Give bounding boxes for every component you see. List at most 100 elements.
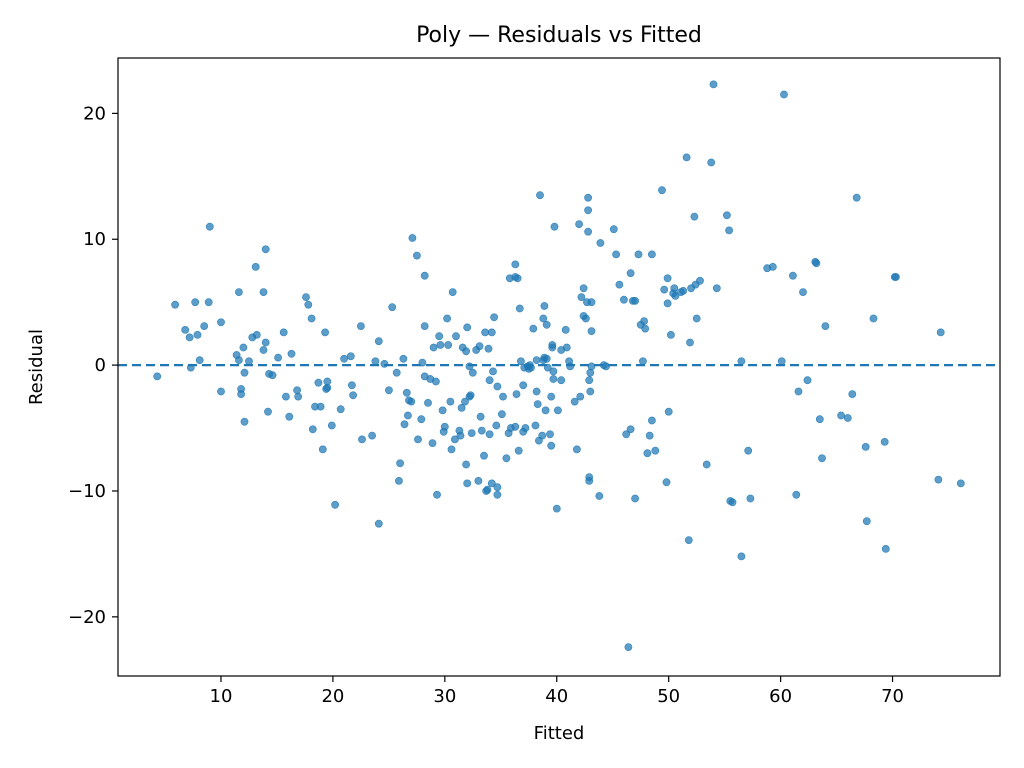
scatter-point	[374, 519, 383, 528]
scatter-point	[371, 357, 380, 366]
scatter-point	[803, 376, 812, 385]
scatter-point	[217, 387, 225, 396]
scatter-point	[240, 368, 249, 377]
scatter-point	[447, 445, 456, 454]
scatter-point	[626, 269, 635, 278]
scatter-point	[493, 483, 502, 492]
scatter-point	[191, 298, 200, 307]
scatter-point	[433, 490, 441, 499]
scatter-point	[435, 332, 444, 341]
y-tick-label: −20	[68, 607, 106, 628]
scatter-point	[934, 475, 943, 484]
points-layer	[153, 80, 965, 651]
scatter-point	[358, 435, 366, 444]
scatter-point	[546, 430, 554, 439]
scatter-point	[466, 391, 475, 400]
scatter-point	[587, 327, 596, 335]
scatter-point	[424, 398, 432, 407]
scatter-point	[812, 259, 821, 268]
scatter-point	[799, 288, 807, 296]
scatter-point	[323, 383, 332, 392]
scatter-point	[336, 405, 345, 414]
scatter-point	[251, 262, 260, 271]
scatter-point	[261, 338, 270, 347]
scatter-point	[612, 250, 620, 259]
scatter-point	[412, 251, 421, 260]
scatter-point	[407, 397, 416, 406]
scatter-point	[446, 397, 455, 406]
scatter-point	[539, 314, 548, 323]
scatter-point	[318, 445, 327, 454]
scatter-point	[744, 446, 753, 455]
scatter-point	[420, 271, 429, 280]
scatter-point	[585, 473, 594, 481]
scatter-point	[394, 476, 403, 485]
scatter-point	[438, 406, 447, 415]
scatter-point	[609, 225, 618, 234]
scatter-point	[316, 402, 325, 411]
scatter-point	[281, 392, 290, 401]
scatter-point	[264, 407, 272, 416]
scatter-point	[484, 344, 493, 353]
scatter-point	[663, 274, 672, 283]
x-ticks: 10 20 30 40 50 60 70	[210, 676, 904, 707]
scatter-point	[349, 391, 357, 400]
scatter-point	[259, 346, 268, 354]
scatter-point	[679, 286, 688, 295]
scatter-point	[566, 362, 575, 371]
scatter-point	[664, 407, 673, 416]
scatter-point	[462, 460, 470, 469]
scatter-point	[789, 271, 797, 280]
scatter-point	[794, 387, 803, 396]
scatter-point	[684, 536, 693, 544]
scatter-point	[279, 328, 288, 337]
scatter-point	[259, 288, 268, 296]
y-tick-label: 10	[83, 229, 106, 250]
scatter-point	[777, 357, 786, 366]
scatter-point	[550, 222, 559, 231]
scatter-point	[531, 421, 540, 430]
scatter-point	[587, 362, 596, 371]
scatter-point	[584, 227, 592, 236]
scatter-point	[511, 260, 520, 269]
scatter-point	[468, 368, 477, 377]
scatter-point	[690, 212, 699, 221]
scatter-point	[493, 382, 502, 391]
scatter-point	[388, 303, 397, 312]
scatter-point	[640, 317, 648, 325]
scatter-point	[499, 392, 507, 401]
scatter-point	[542, 354, 551, 363]
scatter-point	[374, 337, 383, 346]
scatter-point	[529, 324, 538, 333]
scatter-point	[521, 424, 530, 432]
scatter-point	[347, 381, 356, 390]
scatter-point	[417, 415, 426, 424]
scatter-point	[440, 422, 449, 431]
scatter-point	[475, 342, 484, 351]
scatter-point	[485, 376, 494, 385]
scatter-point	[237, 390, 245, 398]
scatter-point	[402, 388, 411, 397]
scatter-point	[200, 322, 209, 330]
scatter-point	[852, 193, 861, 202]
scatter-point	[538, 431, 547, 440]
scatter-point	[540, 302, 549, 310]
scatter-point	[302, 293, 310, 301]
scatter-point	[541, 406, 550, 415]
scatter-point	[671, 291, 680, 300]
scatter-point	[670, 284, 679, 293]
scatter-point	[429, 343, 438, 352]
scatter-point	[707, 158, 716, 167]
scatter-point	[485, 430, 494, 439]
scatter-point	[304, 300, 313, 309]
scatter-point	[573, 445, 581, 454]
scatter-point	[380, 359, 389, 368]
scatter-point	[239, 343, 248, 352]
scatter-point	[487, 479, 496, 488]
scatter-point	[549, 367, 558, 376]
scatter-point	[624, 643, 633, 651]
scatter-point	[712, 284, 721, 293]
scatter-point	[356, 322, 365, 330]
scatter-point	[667, 330, 675, 339]
